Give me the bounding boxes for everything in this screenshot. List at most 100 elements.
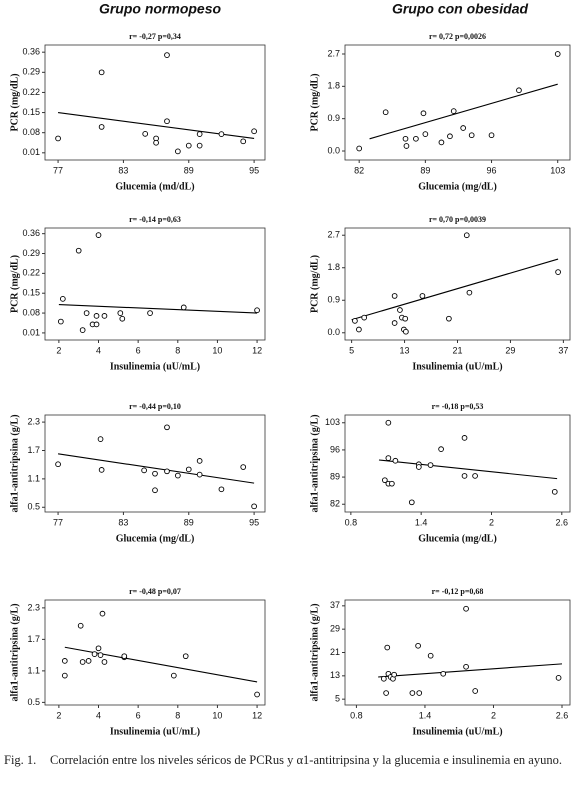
x-tick-label: 96: [487, 165, 497, 175]
y-tick-label: 2.3: [27, 602, 40, 612]
x-tick-label: 13: [400, 345, 410, 355]
y-axis-label: alfa1-antitripsina (g/L): [9, 603, 20, 701]
data-point: [218, 486, 225, 493]
data-point: [460, 125, 467, 131]
chart-title: r= 0,72 p=0,0026: [429, 32, 486, 41]
data-point: [196, 131, 203, 137]
x-axis-label: Insulinemia (uU/mL): [110, 361, 200, 372]
data-point: [58, 318, 64, 325]
data-point: [427, 652, 434, 659]
data-point: [147, 310, 153, 316]
x-tick-label: 2: [491, 710, 496, 720]
y-tick-label: 1.1: [27, 473, 40, 483]
data-point: [461, 473, 468, 479]
y-tick-label: 0.9: [327, 295, 340, 305]
y-tick-label: 0.08: [22, 307, 40, 317]
x-tick-label: 95: [249, 165, 259, 175]
y-axis-label: PCR (mg/dL): [9, 73, 20, 131]
x-tick-label: 12: [252, 345, 262, 355]
data-point: [413, 135, 419, 142]
data-point: [361, 314, 368, 321]
data-point: [98, 467, 105, 473]
data-point: [142, 130, 149, 137]
y-tick-label: 89: [330, 471, 340, 481]
data-point: [472, 688, 479, 694]
x-axis-label: Insulinemia (uU/mL): [412, 361, 502, 372]
caption-text: Correlación entre los niveles séricos de…: [50, 753, 562, 767]
data-point: [55, 461, 61, 468]
x-tick-label: 37: [558, 345, 568, 355]
plot-frame: [44, 414, 266, 513]
x-tick-label: 89: [184, 165, 194, 175]
data-point: [83, 310, 90, 316]
x-tick-label: 2: [489, 517, 494, 527]
x-tick-label: 2.6: [556, 710, 569, 720]
x-tick-label: 29: [505, 345, 515, 355]
x-tick-label: 83: [118, 165, 128, 175]
data-point: [356, 145, 363, 152]
data-point: [164, 118, 170, 125]
data-point: [77, 622, 84, 629]
data-point: [450, 108, 457, 114]
y-tick-label: 0.9: [327, 113, 340, 123]
y-tick-label: 0.36: [22, 228, 40, 238]
data-point: [254, 307, 260, 314]
data-point: [422, 131, 429, 137]
y-tick-label: 1.7: [27, 634, 40, 644]
data-point: [251, 503, 257, 510]
data-point: [385, 419, 392, 426]
y-tick-label: 0.08: [22, 127, 40, 137]
trend-line: [57, 112, 255, 139]
trend-line: [58, 304, 258, 314]
data-point: [385, 455, 392, 461]
data-point: [415, 464, 422, 470]
x-tick-label: 4: [96, 345, 101, 355]
x-tick-label: 1.4: [419, 710, 432, 720]
data-point: [93, 313, 100, 319]
data-point: [516, 87, 522, 94]
data-point: [196, 471, 203, 478]
chart-title: r= -0,18 p=0,53: [432, 402, 484, 411]
x-tick-label: 95: [249, 517, 259, 527]
data-point: [98, 124, 105, 130]
y-axis-label: PCR (mg/dL): [309, 255, 320, 313]
x-tick-label: 0.8: [345, 517, 358, 527]
y-tick-label: 0.29: [22, 248, 40, 258]
plot-frame: [44, 227, 266, 341]
chart-title: r= -0,12 p=0,68: [432, 587, 484, 596]
y-tick-label: 0.0: [327, 327, 340, 337]
data-point: [420, 110, 427, 117]
data-point: [170, 672, 177, 679]
plot-frame: [44, 44, 266, 161]
y-tick-label: 0.01: [22, 327, 40, 337]
chart-title: r= -0,14 p=0,63: [129, 215, 181, 224]
x-tick-label: 82: [354, 165, 364, 175]
column-header: Grupo con obesidad: [392, 1, 529, 17]
y-tick-label: 0.22: [22, 87, 40, 97]
data-point: [101, 659, 108, 665]
data-point: [391, 293, 398, 299]
y-tick-label: 82: [330, 499, 340, 509]
data-point: [180, 304, 187, 311]
x-axis-label: Glucemia (mg/dL): [116, 533, 195, 544]
data-point: [79, 327, 86, 333]
x-tick-label: 8: [175, 345, 180, 355]
data-point: [356, 326, 362, 333]
data-point: [164, 52, 170, 58]
y-axis-label: alfa1-antitripsina (g/L): [309, 414, 320, 512]
data-point: [61, 658, 68, 664]
x-tick-label: 6: [136, 345, 141, 355]
x-tick-label: 10: [212, 345, 222, 355]
data-point: [555, 675, 562, 681]
x-tick-label: 77: [53, 165, 63, 175]
x-tick-label: 4: [96, 710, 101, 720]
data-point: [164, 424, 170, 431]
data-point: [446, 315, 452, 322]
y-tick-label: 103: [325, 417, 340, 427]
data-point: [175, 148, 181, 155]
data-point: [408, 499, 415, 506]
data-point: [415, 642, 421, 649]
data-point: [461, 435, 468, 441]
data-point: [383, 690, 389, 696]
